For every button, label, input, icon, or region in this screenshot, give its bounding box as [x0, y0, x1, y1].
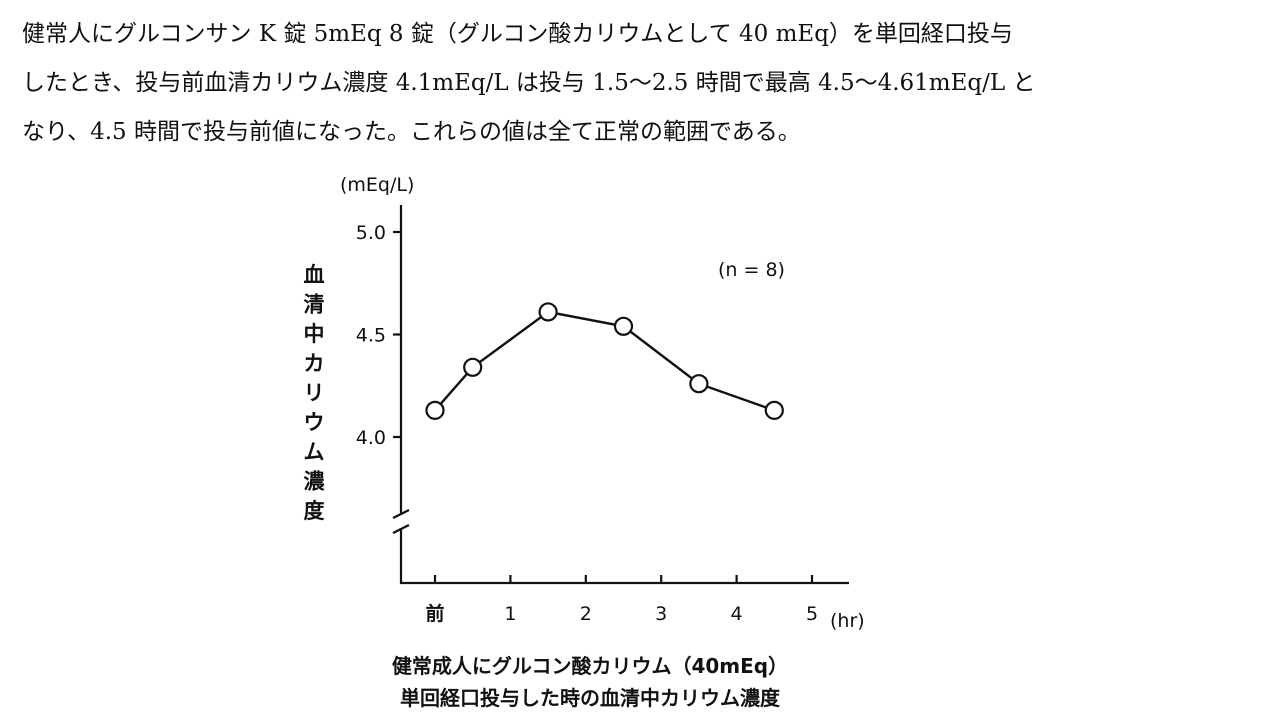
x-tick-label: 5	[806, 603, 818, 625]
y-axis-title: 血清中カリウム濃度	[304, 263, 326, 523]
description-paragraph: 健常人にグルコンサン K 錠 5mEq 8 錠（グルコン酸カリウムとして 40 …	[22, 10, 1262, 157]
data-point	[425, 400, 445, 420]
paragraph-line: なり、4.5 時間で投与前値になった。これらの値は全て正常の範囲である。	[22, 119, 801, 145]
axis-break-mark	[392, 509, 410, 519]
axis-break-mark	[392, 524, 410, 534]
paragraph-line: 健常人にグルコンサン K 錠 5mEq 8 錠（グルコン酸カリウムとして 40 …	[22, 21, 1013, 47]
series-line	[434, 310, 775, 412]
x-tick-label: 前	[425, 602, 444, 625]
data-point	[538, 302, 558, 322]
y-tick-label: 5.0	[356, 222, 386, 244]
y-unit-label: (mEq/L)	[340, 174, 414, 196]
data-point	[689, 374, 709, 394]
x-tick-label: 1	[504, 603, 516, 625]
data-point	[764, 400, 784, 420]
x-tick-label: 3	[655, 603, 667, 625]
sample-size-annotation: (n = 8)	[718, 259, 785, 281]
axes	[392, 205, 849, 585]
data-point	[463, 357, 483, 377]
paragraph-line: したとき、投与前血清カリウム濃度 4.1mEq/L は投与 1.5〜2.5 時間…	[22, 70, 1036, 96]
x-tick-label: 2	[580, 603, 592, 625]
y-tick-label: 4.5	[356, 325, 386, 347]
x-tick-label: 4	[731, 603, 743, 625]
chart-caption-line-1: 健常成人にグルコン酸カリウム（40mEq）	[391, 654, 789, 678]
x-unit-label: (hr)	[830, 610, 865, 632]
y-tick-label: 4.0	[356, 427, 386, 449]
chart-caption-line-2: 単回経口投与した時の血清中カリウム濃度	[400, 686, 780, 710]
data-point	[613, 316, 634, 336]
